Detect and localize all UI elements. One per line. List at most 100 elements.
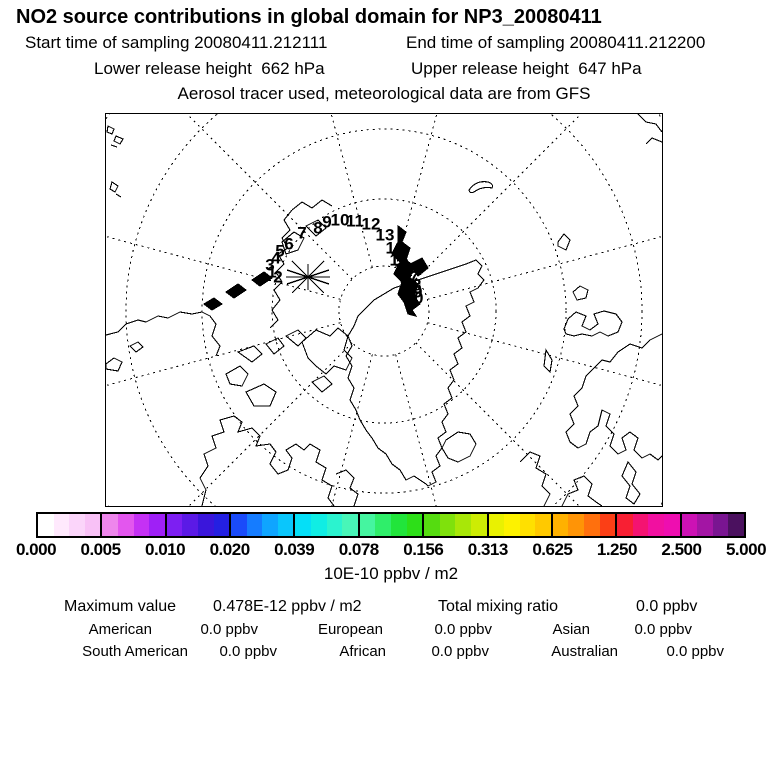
trajectory-hour-label: 1: [267, 263, 276, 282]
colorbar-segment: [38, 514, 101, 536]
region-value-south-american: 0.0 ppbv: [219, 643, 277, 660]
maximum-value-label: Maximum value: [64, 598, 177, 615]
colorbar-tick-label: 0.313: [467, 540, 509, 559]
colorbar-cell: [326, 514, 343, 536]
colorbar-cell: [53, 514, 70, 536]
meridian-line: [330, 114, 373, 268]
colorbar-cell: [262, 514, 278, 536]
colorbar-cell: [84, 514, 101, 536]
lower-release-height: Lower release height 662 hPa: [94, 59, 325, 78]
trajectory-hour-label: 6: [284, 235, 293, 254]
colorbar-tick-label: 0.010: [145, 540, 186, 559]
maximum-value: 0.478E-12 ppbv / m2: [213, 598, 362, 615]
colorbar-tick-label: 0.000: [15, 540, 57, 559]
colorbar-cell: [664, 514, 680, 536]
colorbar-tick-label: 2.500: [661, 540, 702, 559]
colorbar-cell: [697, 514, 713, 536]
colorbar-cell: [535, 514, 551, 536]
region-value-australian: 0.0 ppbv: [666, 643, 724, 660]
colorbar-cell: [584, 514, 600, 536]
meridian-line: [427, 235, 662, 300]
colorbar-tick-label: 0.625: [532, 540, 573, 559]
meridian-line: [395, 114, 438, 268]
trajectory-hour-label: 4: [271, 249, 281, 268]
colorbar-segment: [486, 514, 551, 536]
page-title: NO2 source contributions in global domai…: [16, 6, 602, 28]
coastlines: [106, 114, 662, 506]
colorbar-cell: [470, 514, 487, 536]
trajectory-hour-label: 7: [297, 224, 306, 243]
colorbar-cell: [488, 514, 505, 536]
colorbar-cell: [295, 514, 312, 536]
colorbar-cell: [712, 514, 729, 536]
meridian-line: [415, 114, 582, 280]
trajectory-hour-label: 3: [265, 256, 274, 275]
colorbar-cell: [197, 514, 214, 536]
sampling-start-time: Start time of sampling 20080411.212111: [25, 33, 328, 52]
region-value-american: 0.0 ppbv: [200, 621, 258, 638]
meridian-line: [331, 354, 373, 506]
colorbar-cell: [439, 514, 456, 536]
colorbar-segment: [100, 514, 165, 536]
region-name-african: African: [339, 643, 386, 660]
tracer-note: Aerosol tracer used, meteorological data…: [177, 84, 591, 103]
colorbar-cell: [599, 514, 616, 536]
colorbar-cell: [681, 514, 698, 536]
trajectory-hour-label: 14: [386, 239, 405, 258]
colorbar-cell: [519, 514, 536, 536]
sampling-end-time: End time of sampling 20080411.212200: [406, 33, 706, 52]
meridian-line: [415, 342, 580, 506]
meridian-line: [427, 322, 662, 387]
colorbar-tick-label: 0.020: [209, 540, 251, 559]
colorbar-cell: [117, 514, 134, 536]
latitude-circle: [125, 114, 643, 506]
colorbar-cell: [69, 514, 85, 536]
region-value-european: 0.0 ppbv: [434, 621, 492, 638]
region-value-asian: 0.0 ppbv: [634, 621, 692, 638]
colorbar-cell: [455, 514, 471, 536]
region-name-asian: Asian: [552, 621, 590, 638]
colorbar-tick-label: 0.078: [338, 540, 380, 559]
colorbar-cell: [424, 514, 440, 536]
colorbar-cell: [38, 514, 54, 536]
trajectory-hour-label: 19: [404, 283, 423, 302]
trajectory-hour-label: 2: [273, 268, 282, 287]
release-marker-ray: [286, 269, 330, 285]
colorbar-units-label: 10E-10 ppbv / m2: [323, 564, 459, 583]
colorbar-segment: [164, 514, 230, 536]
colorbar-segment: [229, 514, 294, 536]
colorbar-cell: [632, 514, 649, 536]
total-mixing-ratio-value: 0.0 ppbv: [636, 598, 698, 615]
colorbar-cell: [359, 514, 376, 536]
colorbar-cell: [406, 514, 423, 536]
colorbar-cell: [149, 514, 165, 536]
meridian-line: [186, 114, 353, 280]
colorbar-cell: [504, 514, 520, 536]
trajectory-hour-label: 12: [362, 215, 381, 234]
colorbar-cell: [648, 514, 665, 536]
colorbar-tick-labels: 0.000 0.005 0.010 0.020 0.039 0.078 0.156 0.313…: [16, 540, 767, 559]
region-value-african: 0.0 ppbv: [431, 643, 489, 660]
colorbar-cell: [231, 514, 247, 536]
latitude-circle: [271, 198, 497, 424]
colorbar-tick-label: 0.156: [403, 540, 444, 559]
meridian-line: [395, 354, 437, 506]
trajectory-hour-label: 20: [405, 289, 424, 308]
trajectory-hour-label: 5: [275, 242, 284, 261]
region-name-european: European: [317, 621, 383, 638]
latitude-circle: [201, 128, 567, 494]
colorbar-cell: [102, 514, 118, 536]
colorbar-tick-label: 1.250: [596, 540, 638, 559]
colorbar-segment: [293, 514, 358, 536]
colorbar-segment: [422, 514, 487, 536]
trajectory-hour-label: 13: [376, 226, 395, 245]
trajectory-hour-label: 9: [322, 213, 331, 232]
region-name-australian: Australian: [551, 643, 618, 660]
trajectory-hour-label: 17: [400, 268, 419, 287]
meridian-line: [188, 342, 353, 506]
latitude-circle: [338, 265, 430, 357]
colorbar-cell: [728, 514, 744, 536]
